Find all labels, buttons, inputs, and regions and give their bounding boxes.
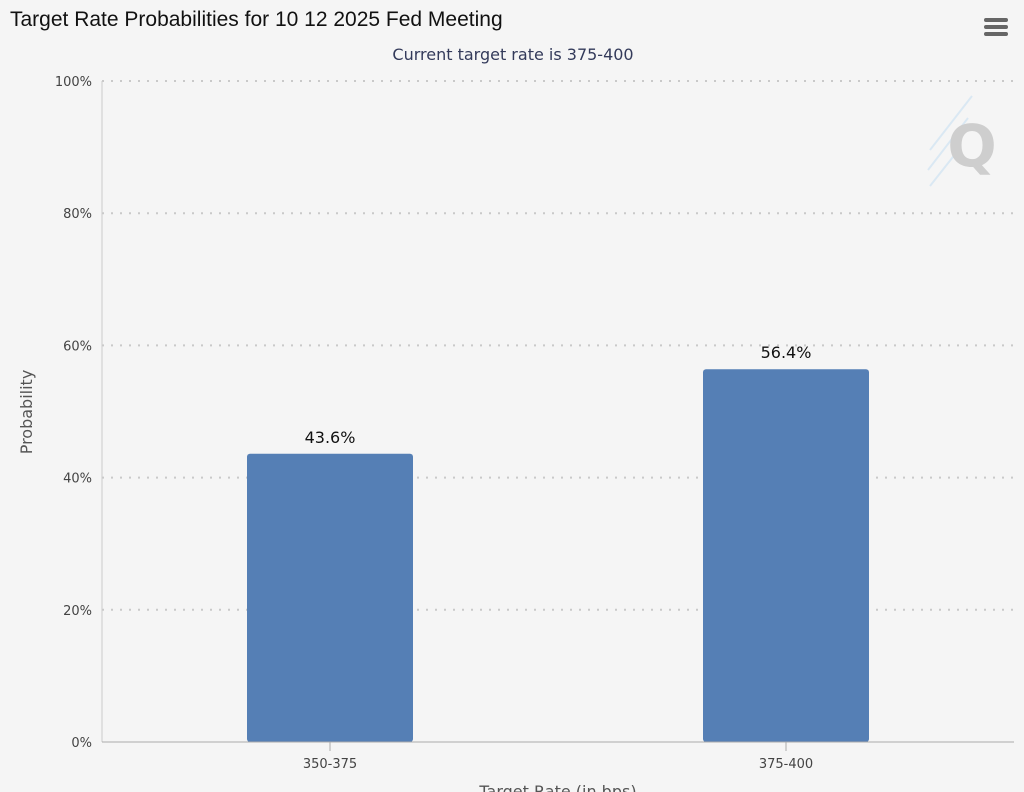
menu-line	[984, 18, 1008, 22]
y-tick-label: 60%	[63, 339, 92, 354]
x-axis-title: Target Rate (in bps)	[478, 782, 636, 792]
y-tick-label: 0%	[71, 736, 92, 751]
y-axis-title: Probability	[17, 370, 36, 455]
chart-subtitle: Current target rate is 375-400	[392, 45, 633, 64]
x-tick-label: 375-400	[759, 757, 813, 772]
y-tick-label: 80%	[63, 207, 92, 222]
logo-letter: Q	[947, 112, 996, 180]
bar-375-400[interactable]	[703, 369, 869, 742]
menu-line	[984, 32, 1008, 36]
y-tick-label: 100%	[55, 75, 92, 90]
quikstrike-logo-icon: Q	[927, 95, 997, 187]
y-tick-label: 20%	[63, 604, 92, 619]
data-label: 43.6%	[305, 428, 356, 447]
menu-line	[984, 25, 1008, 29]
page-title: Target Rate Probabilities for 10 12 2025…	[10, 8, 503, 31]
data-label: 56.4%	[761, 343, 812, 362]
y-tick-label: 40%	[63, 472, 92, 487]
y-axis: 0% 20% 40% 60% 80% 100%	[55, 75, 103, 751]
x-axis: 350-375 375-400	[102, 741, 1014, 772]
bar-350-375[interactable]	[247, 453, 413, 742]
hamburger-menu-icon[interactable]	[982, 14, 1010, 40]
grid-lines	[102, 80, 1014, 611]
x-tick-label: 350-375	[303, 757, 357, 772]
bars: 43.6% 56.4%	[247, 343, 869, 742]
